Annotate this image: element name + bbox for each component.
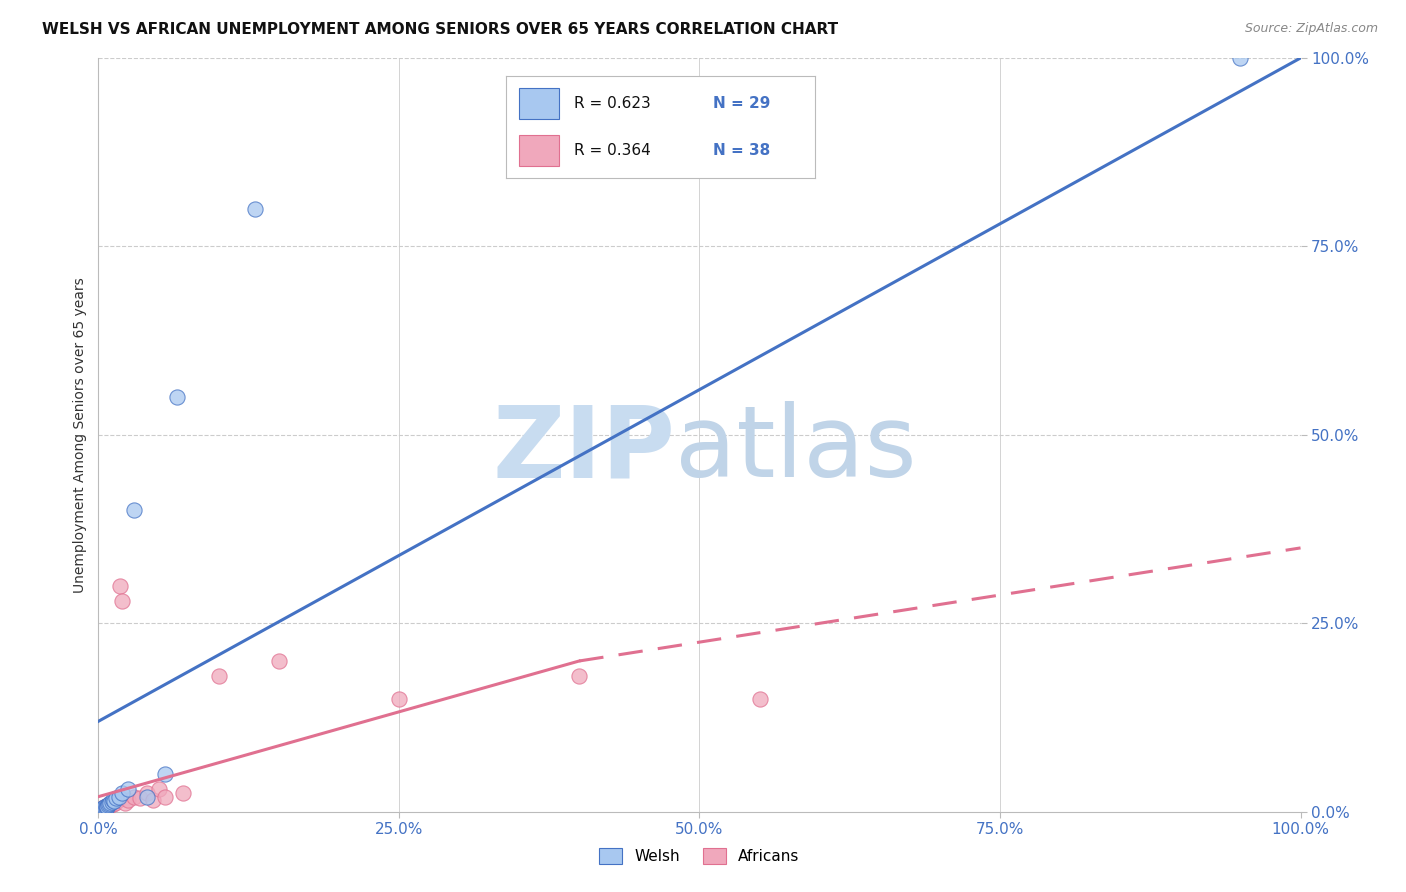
- Point: [1229, 51, 1251, 65]
- Point: [91, 801, 114, 815]
- Point: [89, 804, 111, 818]
- Point: [87, 805, 110, 819]
- Point: [100, 796, 122, 810]
- Point: [91, 802, 114, 816]
- Point: [568, 669, 591, 683]
- Point: [124, 503, 146, 517]
- Point: [107, 793, 129, 807]
- Text: N = 38: N = 38: [713, 144, 770, 158]
- Point: [90, 802, 112, 816]
- Y-axis label: Unemployment Among Seniors over 65 years: Unemployment Among Seniors over 65 years: [73, 277, 87, 592]
- Point: [129, 791, 152, 805]
- Point: [100, 797, 122, 812]
- Point: [135, 786, 157, 800]
- Bar: [519, 88, 558, 119]
- Point: [91, 802, 114, 816]
- Point: [117, 793, 139, 807]
- Point: [388, 691, 411, 706]
- Point: [90, 802, 112, 816]
- Text: R = 0.364: R = 0.364: [574, 144, 651, 158]
- Text: R = 0.623: R = 0.623: [574, 96, 651, 111]
- Point: [108, 579, 131, 593]
- Point: [153, 767, 176, 781]
- Point: [93, 800, 115, 814]
- Legend: Welsh, Africans: Welsh, Africans: [592, 840, 807, 871]
- Point: [98, 797, 121, 812]
- Point: [89, 803, 111, 817]
- Text: WELSH VS AFRICAN UNEMPLOYMENT AMONG SENIORS OVER 65 YEARS CORRELATION CHART: WELSH VS AFRICAN UNEMPLOYMENT AMONG SENI…: [42, 22, 838, 37]
- Point: [97, 799, 120, 814]
- Point: [748, 691, 770, 706]
- Point: [148, 782, 170, 797]
- Point: [101, 797, 124, 812]
- Point: [96, 798, 118, 813]
- Point: [87, 804, 110, 818]
- Point: [89, 804, 111, 818]
- Point: [124, 789, 146, 804]
- Point: [94, 801, 117, 815]
- Point: [89, 803, 111, 817]
- Point: [153, 789, 176, 804]
- Point: [111, 593, 134, 607]
- Point: [114, 796, 136, 810]
- Point: [117, 782, 139, 797]
- Text: Source: ZipAtlas.com: Source: ZipAtlas.com: [1244, 22, 1378, 36]
- Point: [89, 804, 111, 818]
- Point: [101, 793, 124, 807]
- Point: [111, 786, 134, 800]
- Point: [172, 786, 194, 800]
- Point: [90, 803, 112, 817]
- Point: [91, 802, 114, 816]
- Text: N = 29: N = 29: [713, 96, 770, 111]
- Point: [91, 801, 114, 815]
- Point: [105, 791, 128, 805]
- Point: [103, 794, 125, 808]
- Point: [93, 802, 115, 816]
- Point: [267, 654, 290, 668]
- Text: atlas: atlas: [675, 401, 917, 499]
- Point: [108, 789, 131, 804]
- Point: [97, 797, 120, 812]
- Point: [93, 800, 115, 814]
- Point: [166, 390, 188, 404]
- Point: [96, 800, 118, 814]
- Point: [91, 802, 114, 816]
- Point: [243, 202, 266, 216]
- Text: ZIP: ZIP: [492, 401, 675, 499]
- Point: [100, 795, 122, 809]
- Point: [94, 801, 117, 815]
- Point: [96, 800, 118, 814]
- Point: [104, 796, 127, 810]
- Point: [135, 789, 157, 804]
- Bar: [519, 136, 558, 166]
- Point: [91, 802, 114, 816]
- Point: [90, 803, 112, 817]
- Point: [98, 798, 121, 813]
- Point: [208, 669, 231, 683]
- Point: [94, 799, 117, 814]
- Point: [87, 804, 110, 818]
- Point: [96, 799, 118, 814]
- Point: [141, 793, 163, 807]
